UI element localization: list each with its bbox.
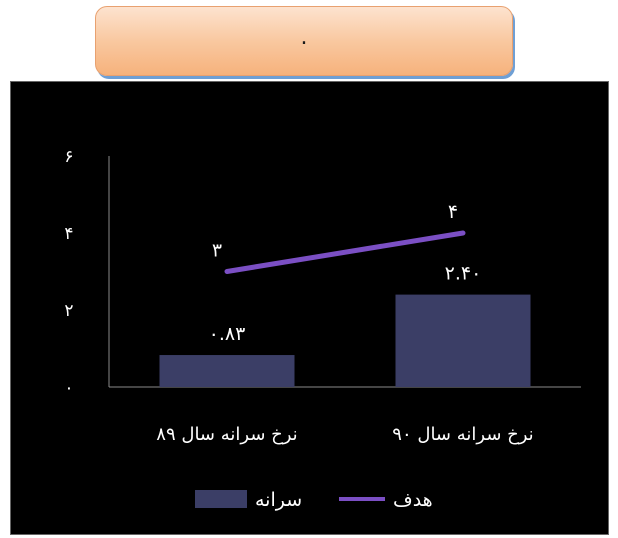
line-value-label: ۳ [212,240,222,262]
bar [395,294,531,387]
chart-frame: ۰ ۲ ۴ ۶ ۰.۸۳ ۲.۴۰ ۳ ۴ نرخ سرانه سال ۸۹ نرخ سران… [10,81,609,535]
legend-bar-swatch [195,490,247,508]
y-tick-label: ۲ [64,301,73,321]
legend-line-label: هدف [393,489,433,511]
y-tick-label: ۶ [64,147,73,167]
bar-value-label: ۰.۸۳ [209,323,246,345]
x-tick-label: نرخ سرانه سال ۹۰ [392,424,533,445]
y-tick-label: ۴ [64,224,73,244]
target-line [224,230,466,274]
combo-chart: ۰ ۲ ۴ ۶ ۰.۸۳ ۲.۴۰ ۳ ۴ نرخ سرانه سال ۸۹ نرخ سران… [64,147,581,511]
legend-bar-label: سرانه [255,489,302,511]
bar [159,355,295,387]
title-box: . [95,6,513,76]
y-tick-label: ۰ [64,378,73,398]
x-tick-label: نرخ سرانه سال ۸۹ [156,424,297,445]
chart-title: . [300,25,308,50]
line-value-label: ۴ [448,201,458,223]
bar-value-label: ۲.۴۰ [445,263,482,285]
